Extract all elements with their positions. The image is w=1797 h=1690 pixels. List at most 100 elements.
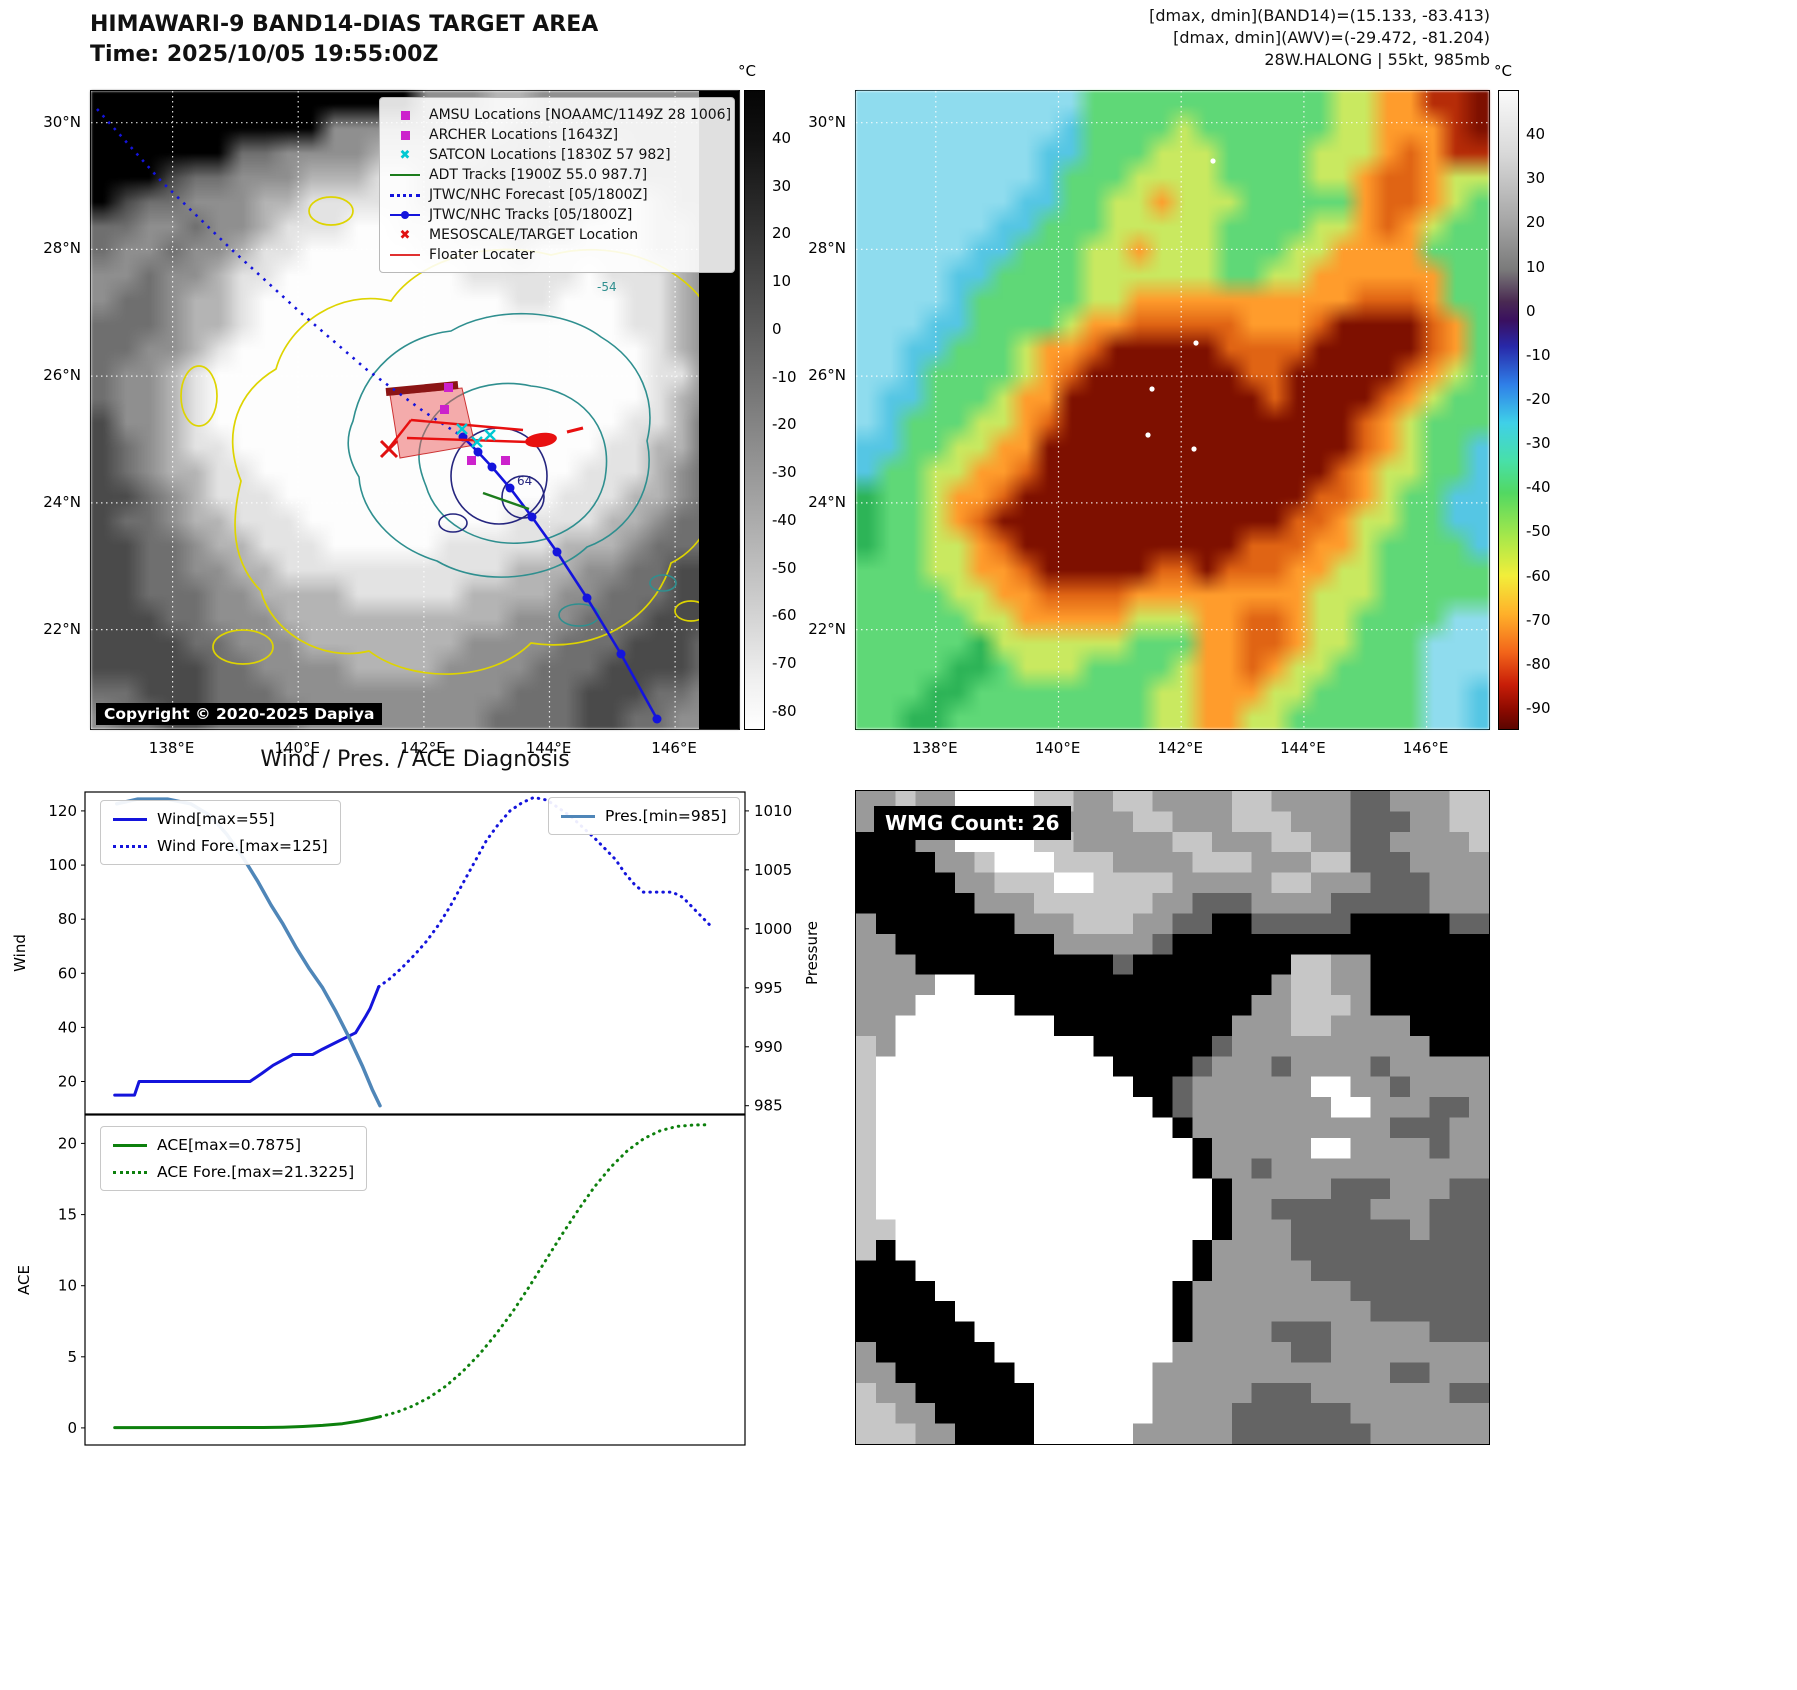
lon-tick-label: 146°E xyxy=(1402,739,1449,757)
enhanced-ir-map xyxy=(855,90,1491,731)
satcon-x-markers xyxy=(456,423,496,448)
lat-tick-label: 30°N xyxy=(808,112,846,131)
legend-label: Floater Locater xyxy=(429,247,535,263)
legend-item: ARCHER Locations [1643Z] xyxy=(390,125,724,145)
best-track-line xyxy=(462,436,659,720)
legend-item: Pres.[min=985] xyxy=(561,806,727,826)
diagnosis-title: Wind / Pres. / ACE Diagnosis xyxy=(260,747,570,772)
pressure-axis-label: Pressure xyxy=(803,920,821,986)
adt-track-line xyxy=(482,491,530,511)
lat-tick-label: 26°N xyxy=(43,366,81,385)
svg-text:20: 20 xyxy=(58,1134,77,1152)
colorbar-tick: -90 xyxy=(1526,698,1551,717)
pressure-legend: Pres.[min=985] xyxy=(548,797,740,835)
tr-header-line1: [dmax, dmin](BAND14)=(15.133, -83.413) xyxy=(1149,6,1490,25)
wind-axis-label: Wind xyxy=(11,934,29,972)
colorbar-tick: 0 xyxy=(1526,301,1536,320)
lon-tick-label: 144°E xyxy=(1280,739,1326,757)
series-0 xyxy=(113,1415,382,1430)
colorbar-tick: -60 xyxy=(1526,566,1551,585)
colorbar-tick: 40 xyxy=(1526,125,1546,144)
svg-text:20: 20 xyxy=(58,1073,77,1091)
line-dot-marker-icon xyxy=(390,211,420,219)
best-track-points xyxy=(458,432,662,724)
lon-tick-label: 142°E xyxy=(400,739,446,757)
colorbar: 40 30 20 10 0 -10 -20 -30 -40 -50 -60 -70 -80 xyxy=(744,90,816,730)
colorbar-tick: 0 xyxy=(772,319,782,338)
tl-title-line2: Time: 2025/10/05 19:55:00Z xyxy=(90,42,439,67)
lat-tick-label: 24°N xyxy=(808,492,846,511)
svg-text:40: 40 xyxy=(58,1018,77,1036)
square-marker-icon xyxy=(390,130,420,140)
legend-label: MESOSCALE/TARGET Location xyxy=(429,227,639,243)
lon-tick-label: 142°E xyxy=(1157,739,1203,757)
colorbar-tick: -50 xyxy=(1526,522,1551,541)
legend-label: Wind[max=55] xyxy=(157,810,275,828)
latlon-gridlines xyxy=(856,91,1491,731)
floater-dash xyxy=(566,426,584,434)
lat-tick-label: 28°N xyxy=(43,239,81,258)
legend-item: JTWC/NHC Forecast [05/1800Z] xyxy=(390,185,724,205)
contour-label: 64 xyxy=(517,474,532,488)
square-marker-icon xyxy=(390,110,420,120)
svg-text:1010: 1010 xyxy=(754,802,792,820)
tl-colorbar-unit: °C xyxy=(738,62,756,80)
lat-tick-label: 24°N xyxy=(43,492,81,511)
svg-text:990: 990 xyxy=(754,1038,783,1056)
lat-tick-label: 28°N xyxy=(808,239,846,258)
tr-header-line2: [dmax, dmin](AWV)=(-29.472, -81.204) xyxy=(1173,28,1490,47)
colorbar-tick: -80 xyxy=(1526,654,1551,673)
copyright-label: Copyright © 2020-2025 Dapiya xyxy=(96,703,383,725)
svg-text:1000: 1000 xyxy=(754,920,792,938)
colorbar-tick: 30 xyxy=(772,176,792,195)
tr-header-line3: 28W.HALONG | 55kt, 985mb xyxy=(1264,50,1490,69)
x-marker-icon: ✖ xyxy=(399,147,411,163)
lat-tick-label: 22°N xyxy=(808,619,846,638)
series-0 xyxy=(113,985,381,1097)
dotted-marker-icon xyxy=(390,193,420,197)
lat-tick-label: 30°N xyxy=(43,112,81,131)
pressure-line-swatch xyxy=(561,814,595,818)
legend-item: JTWC/NHC Tracks [05/1800Z] xyxy=(390,205,724,225)
ace-chart: 0 5 10 15 20 xyxy=(58,1114,746,1446)
target-x-marker xyxy=(379,439,399,459)
svg-text:0: 0 xyxy=(67,1419,77,1437)
wmg-panel: WMG Count: 26 xyxy=(855,790,1490,1445)
svg-text:985: 985 xyxy=(754,1097,783,1115)
colorbar-tick: -60 xyxy=(772,606,797,625)
legend-item: Wind Fore.[max=125] xyxy=(113,836,328,856)
svg-text:15: 15 xyxy=(58,1206,77,1224)
colorbar-tick: -20 xyxy=(1526,389,1551,408)
legend-label: AMSU Locations [NOAAMC/1149Z 28 1006] xyxy=(429,107,732,123)
lon-tick-label: 140°E xyxy=(1034,739,1081,757)
colorbar-tick: -40 xyxy=(1526,478,1551,497)
svg-text:5: 5 xyxy=(67,1348,77,1366)
legend-label: SATCON Locations [1830Z 57 982] xyxy=(429,147,671,163)
ace-axis-label: ACE xyxy=(15,1265,33,1295)
cold-pixel-dots xyxy=(1145,158,1216,452)
legend-item: AMSU Locations [NOAAMC/1149Z 28 1006] xyxy=(390,105,731,125)
lon-tick-label: 140°E xyxy=(274,739,320,757)
colorbar-tick: -80 xyxy=(772,701,797,720)
legend-label: Pres.[min=985] xyxy=(605,807,727,825)
wind-forecast-swatch xyxy=(113,844,147,848)
colorbar-tick: -10 xyxy=(1526,345,1551,364)
annotation-overlay: -54 64 xyxy=(96,108,728,724)
legend-item: Wind[max=55] xyxy=(113,809,328,829)
colorbar-tick: -50 xyxy=(772,558,797,577)
line-marker-icon xyxy=(390,174,420,176)
enhanced-ir-image xyxy=(856,91,1489,729)
lon-tick-label: 138°E xyxy=(911,739,958,757)
ace-forecast-swatch xyxy=(113,1170,147,1174)
colorbar-tick: 20 xyxy=(1526,213,1546,232)
colorbar-gradient xyxy=(1498,90,1519,730)
tr-colorbar-unit: °C xyxy=(1494,62,1512,80)
colorbar-tick: 10 xyxy=(1526,257,1546,276)
legend-item: ADT Tracks [1900Z 55.0 987.7] xyxy=(390,165,724,185)
colorbar-tick: -10 xyxy=(772,367,797,386)
legend-label: JTWC/NHC Forecast [05/1800Z] xyxy=(429,187,648,203)
map-legend: AMSU Locations [NOAAMC/1149Z 28 1006] ARC… xyxy=(379,97,735,273)
legend-label: ADT Tracks [1900Z 55.0 987.7] xyxy=(429,167,648,183)
tl-title-line1: HIMAWARI-9 BAND14-DIAS TARGET AREA xyxy=(90,12,599,37)
